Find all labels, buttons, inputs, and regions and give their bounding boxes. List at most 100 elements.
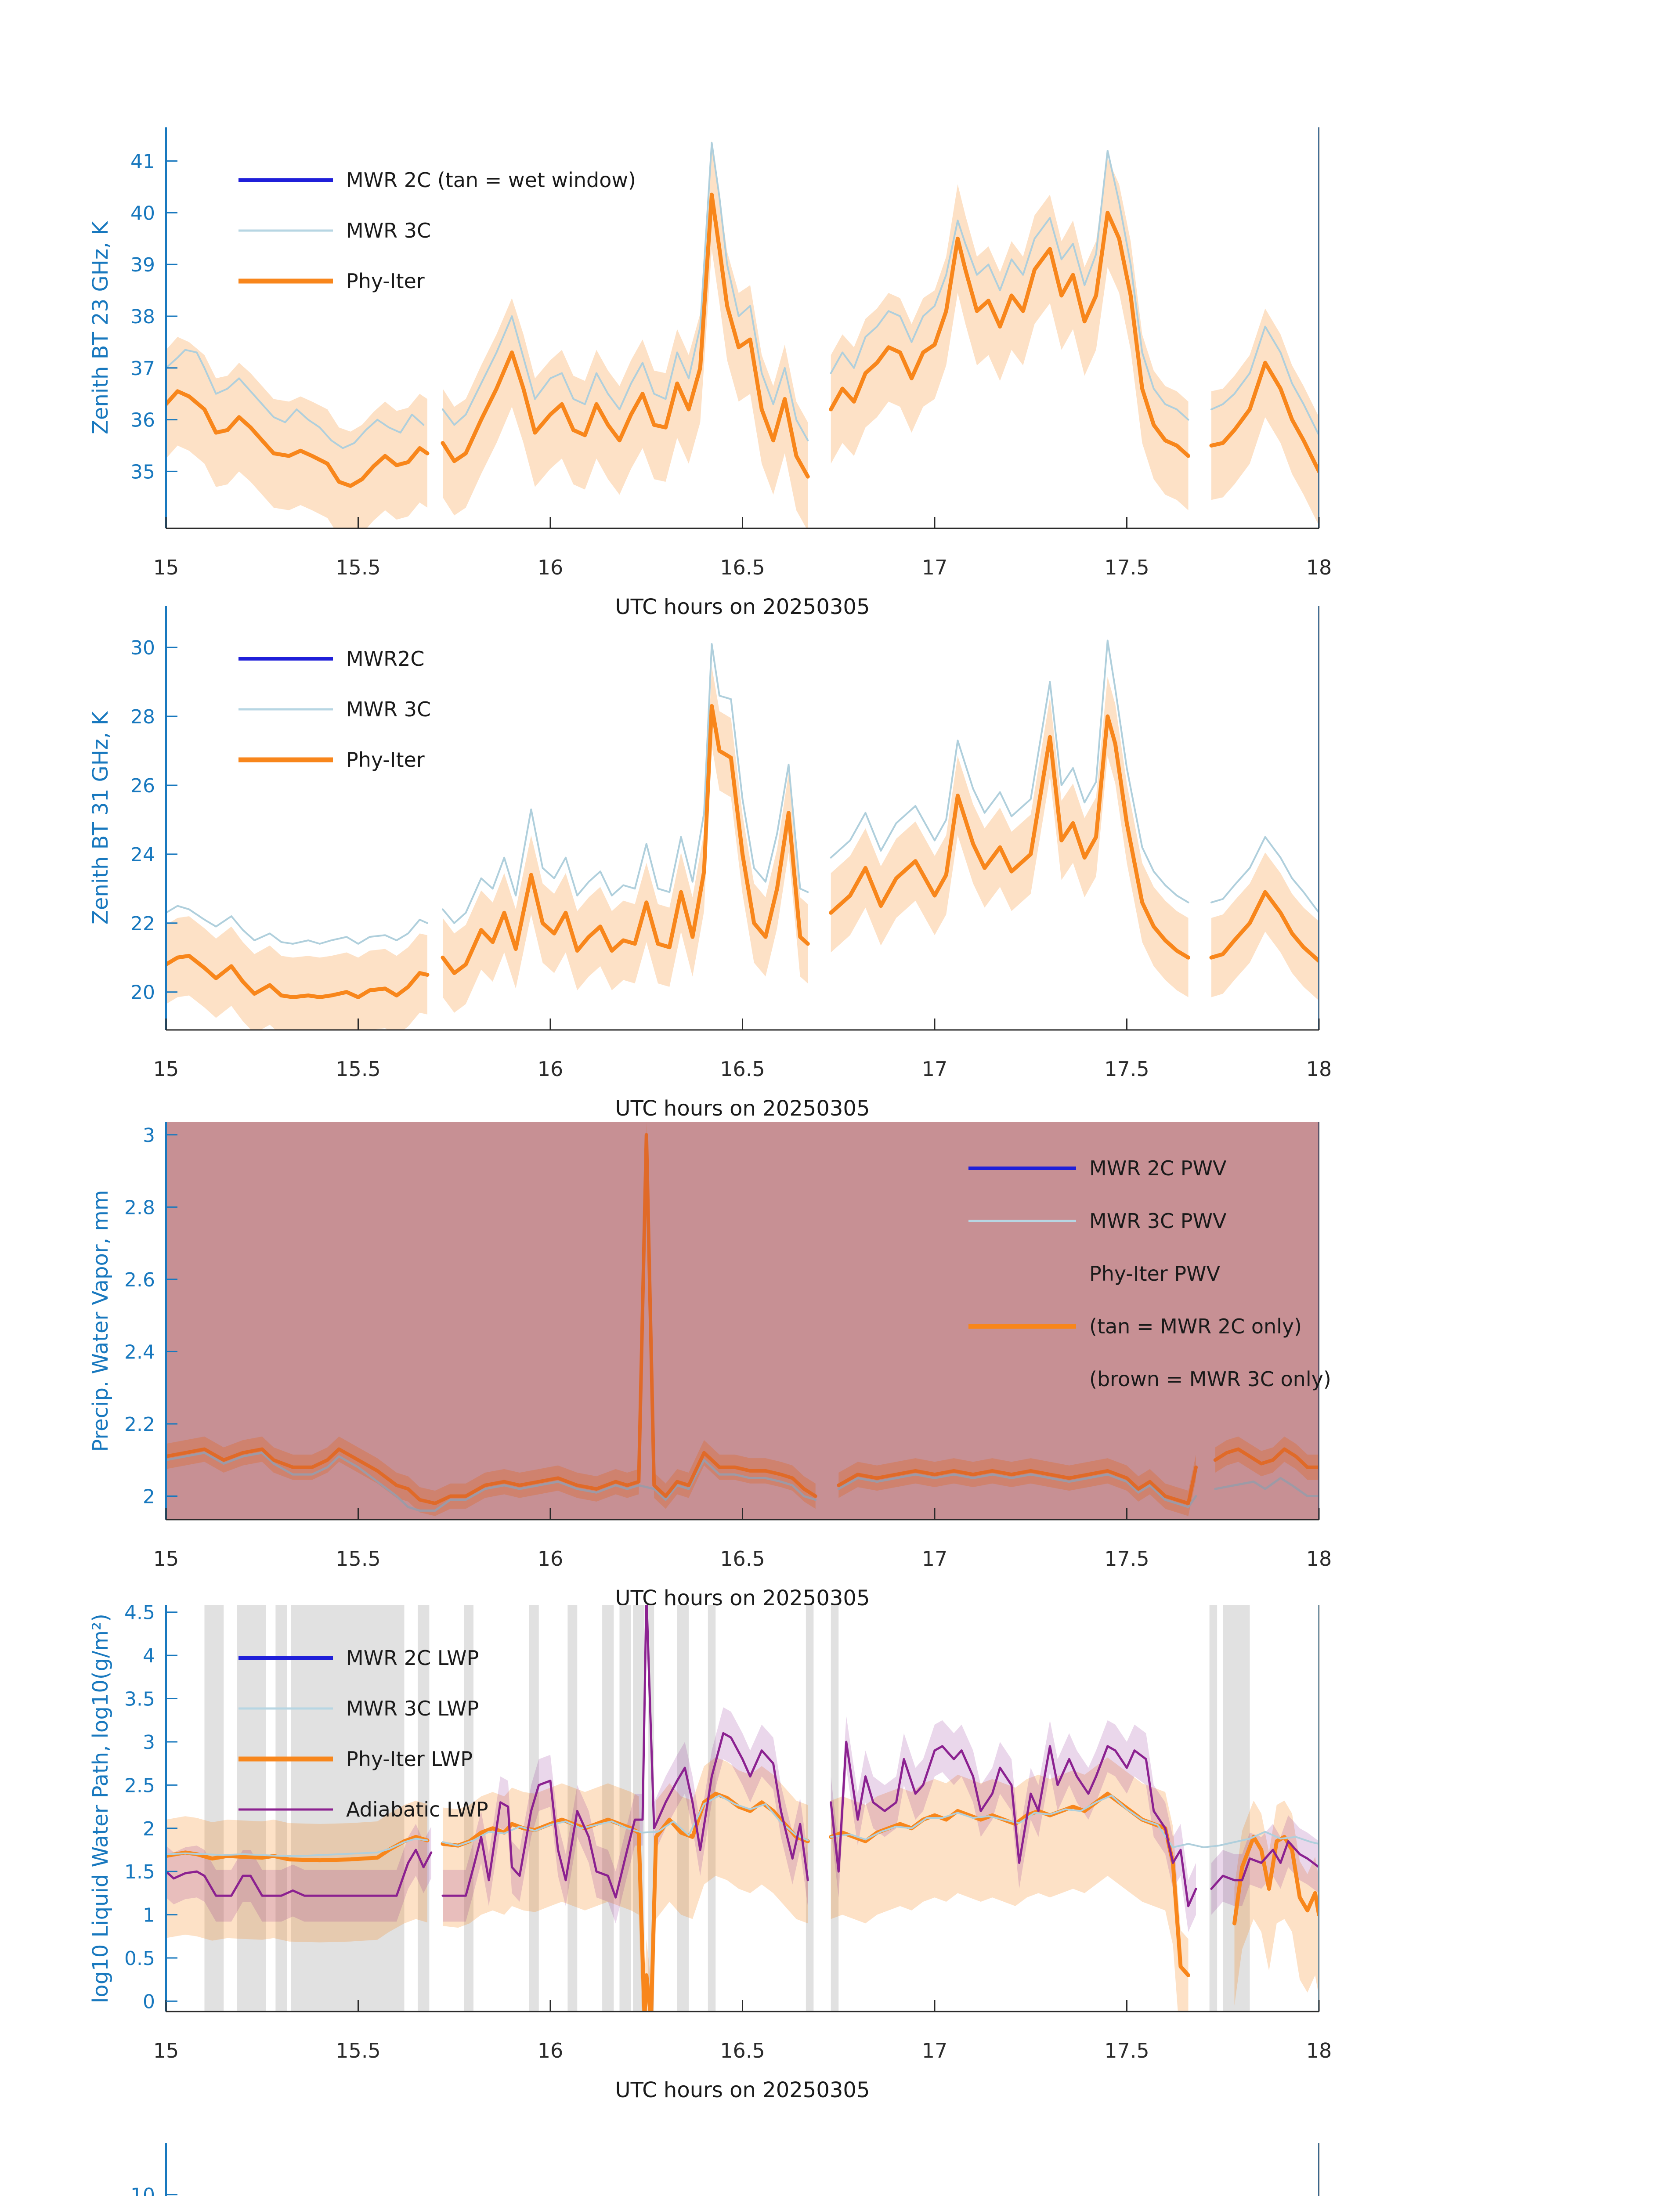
legend-label: MWR 3C PWV xyxy=(1089,1209,1227,1233)
wet-window-band xyxy=(464,1605,473,2012)
y-tick-label: 30 xyxy=(130,637,155,659)
series-adiabatic-lwp xyxy=(166,1849,433,1897)
x-axis-label: UTC hours on 20250305 xyxy=(615,2078,870,2102)
x-tick-label: 15.5 xyxy=(336,2039,380,2062)
plot-2-area xyxy=(166,606,1319,1030)
x-tick-label: 15.5 xyxy=(336,556,380,579)
y-tick-label: 2.4 xyxy=(124,1341,155,1363)
series-adiabatic-lwp xyxy=(830,1741,1197,1907)
series-mwr-3c xyxy=(166,905,428,945)
series-mwr-3c xyxy=(830,639,1189,903)
uncertainty-band xyxy=(166,1122,816,1516)
y-tick-label: 37 xyxy=(130,358,155,380)
x-tick-label: 15 xyxy=(153,556,179,579)
series-mwr-3c-lwp xyxy=(830,1794,1319,1849)
series-phy-iter-pwv xyxy=(837,1465,1198,1505)
wet-window-band xyxy=(1223,1605,1250,2012)
y-tick-label: 24 xyxy=(130,844,155,866)
series-mwr-3c-lwp xyxy=(166,1838,428,1857)
series-mwr-3c xyxy=(442,643,809,924)
legend: MWR 2C (tan = wet window) MWR 3C Phy-Iter xyxy=(238,168,636,293)
y-tick-label: 26 xyxy=(130,775,155,797)
legend-label: MWR 2C LWP xyxy=(346,1646,479,1670)
y-tick-label: 3 xyxy=(143,1124,155,1147)
x-axis-label: UTC hours on 20250305 xyxy=(615,1586,870,1611)
legend-label: MWR 2C (tan = wet window) xyxy=(346,168,636,192)
y-tick-label: 35 xyxy=(130,461,155,483)
x-tick-label: 15 xyxy=(153,1057,179,1081)
series-phy-iter-pwv xyxy=(1213,1447,1319,1469)
x-tick-label: 17.5 xyxy=(1104,1547,1149,1571)
y-tick-label: 2.5 xyxy=(124,1774,155,1797)
legend-label: MWR2C xyxy=(346,647,425,671)
x-tick-label: 16.5 xyxy=(720,1547,765,1571)
x-tick-label: 18 xyxy=(1306,1547,1332,1571)
y-tick-label: 3.5 xyxy=(124,1688,155,1711)
y-tick-label: 38 xyxy=(130,306,155,328)
legend-label: MWR 2C PWV xyxy=(1089,1156,1227,1180)
y-tick-label: 22 xyxy=(130,913,155,935)
y-tick-label: 1.5 xyxy=(124,1861,155,1883)
series-mwr-3c-pwv xyxy=(166,1452,817,1512)
uncertainty-band xyxy=(166,337,427,528)
y-axis-label: Precip. Water Vapor, mm xyxy=(88,1190,113,1452)
wet-window-band xyxy=(1209,1605,1218,2012)
legend-label: Phy-Iter xyxy=(346,748,425,772)
y-tick-label: 2 xyxy=(143,1818,155,1840)
x-tick-label: 16.5 xyxy=(720,2039,765,2062)
y-tick-label: 3 xyxy=(143,1731,155,1754)
series-phy-iter xyxy=(1209,890,1319,963)
series-mwr-3c xyxy=(442,142,809,441)
uncertainty-band xyxy=(166,1800,427,1943)
x-tick-label: 17 xyxy=(922,2039,948,2062)
series-mwr-3c xyxy=(1210,836,1319,914)
y-tick-label: 36 xyxy=(130,409,155,432)
series-mwr-3c-lwp xyxy=(442,1794,809,1847)
y-tick-label: 40 xyxy=(130,202,155,224)
y-tick-label: 20 xyxy=(130,982,155,1004)
x-tick-label: 17.5 xyxy=(1104,556,1149,579)
legend-label: (tan = MWR 2C only) xyxy=(1089,1315,1302,1338)
uncertainty-band xyxy=(1215,1436,1319,1480)
legend-label: (brown = MWR 3C only) xyxy=(1089,1367,1331,1391)
uncertainty-band xyxy=(443,666,808,1013)
series-phy-iter-pwv xyxy=(166,1133,817,1505)
x-tick-label: 16 xyxy=(538,2039,564,2062)
series-adiabatic-lwp xyxy=(441,1605,809,1899)
uncertainty-band xyxy=(166,1824,431,1922)
wet-window-band xyxy=(602,1605,614,2012)
plot-4-area xyxy=(166,1605,1319,2012)
y-tick-label: 2.2 xyxy=(124,1413,155,1436)
y-tick-label: 4.5 xyxy=(124,1602,155,1624)
wet-window-band xyxy=(831,1605,839,2012)
plot-1: 15 15.5 16 16.5 17 17.5 18 35 36 37 38 39 40 41 UTC ho… xyxy=(88,127,1332,619)
y-axis-label: log10 Liquid Water Path, log10(g/m²) xyxy=(88,1614,113,2003)
plot-1-area xyxy=(166,127,1319,528)
legend-label: MWR 3C LWP xyxy=(346,1697,479,1720)
x-tick-label: 16.5 xyxy=(720,556,765,579)
x-axis-label: UTC hours on 20250305 xyxy=(615,595,870,619)
x-tick-label: 17 xyxy=(922,1057,948,1081)
x-tick-label: 17 xyxy=(922,1547,948,1571)
x-tick-label: 18 xyxy=(1306,556,1332,579)
series-phy-iter xyxy=(441,704,810,975)
series-mwr-3c xyxy=(166,349,425,449)
y-tick-label: 0.5 xyxy=(124,1947,155,1970)
x-axis-label: UTC hours on 20250305 xyxy=(615,1096,870,1121)
legend-label: Adiabatic LWP xyxy=(346,1798,488,1821)
uncertainty-band xyxy=(443,1757,808,2012)
legend-label: MWR 3C xyxy=(346,697,431,721)
x-tick-label: 16 xyxy=(538,1547,564,1571)
plot-2: 15 15.5 16 16.5 17 17.5 18 20 22 24 26 28 30 UTC hour… xyxy=(88,606,1332,1121)
x-tick-label: 16 xyxy=(538,1057,564,1081)
wet-window-band xyxy=(418,1605,430,2012)
y-tick-label: 10 xyxy=(130,2184,155,2196)
series-phy-iter xyxy=(829,714,1190,960)
plot-5-area xyxy=(1318,2143,1319,2196)
y-axis-label: Zenith BT 23 GHz, K xyxy=(88,220,113,434)
plot-3-area xyxy=(166,1122,1319,1520)
y-tick-label: 1 xyxy=(143,1904,155,1927)
series-phy-iter xyxy=(829,210,1190,458)
